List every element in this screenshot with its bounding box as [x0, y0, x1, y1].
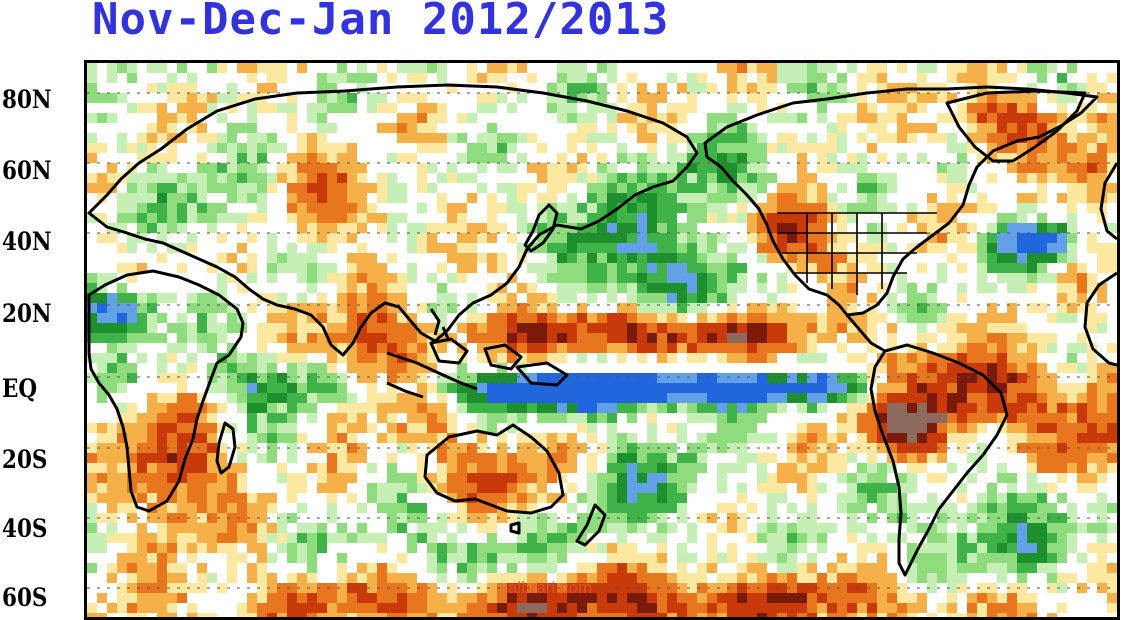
us-state-borders	[777, 212, 937, 295]
north-america-outline	[703, 85, 1099, 317]
lat-label-80n: 80N	[2, 85, 52, 114]
south-america-outline	[869, 343, 1009, 577]
latitude-gridlines	[87, 92, 1117, 589]
lat-label-20n: 20N	[2, 299, 52, 328]
japan-outline	[523, 203, 559, 253]
coastlines	[87, 83, 1117, 577]
watermark: albrari.com	[508, 578, 593, 597]
lat-label-60s: 60S	[2, 583, 48, 612]
lat-label-40n: 40N	[2, 227, 52, 256]
philippines-outline	[429, 308, 451, 342]
map-title: Nov-Dec-Jan 2012/2013	[92, 0, 670, 45]
lat-label-60n: 60N	[2, 156, 52, 185]
africa-east-wrap-outline	[1083, 162, 1117, 367]
australia-outline	[423, 423, 565, 515]
madagascar-outline	[215, 421, 237, 475]
greenland-outline	[945, 89, 1087, 163]
africa-outline	[87, 269, 245, 513]
tasmania-outline	[509, 521, 521, 535]
indonesia-outline	[386, 337, 523, 399]
world-map-anomaly-icon	[87, 63, 1117, 617]
central-america-outline	[845, 314, 886, 353]
lat-label-20s: 20S	[2, 445, 48, 474]
new-zealand-outline	[575, 503, 607, 547]
lat-label-eq: EQ	[2, 374, 38, 403]
anomaly-field	[87, 63, 1117, 617]
anomaly-map	[84, 60, 1120, 620]
eurasia-outline	[87, 83, 699, 357]
new-guinea-outline	[515, 361, 569, 387]
lat-label-40s: 40S	[2, 514, 48, 543]
